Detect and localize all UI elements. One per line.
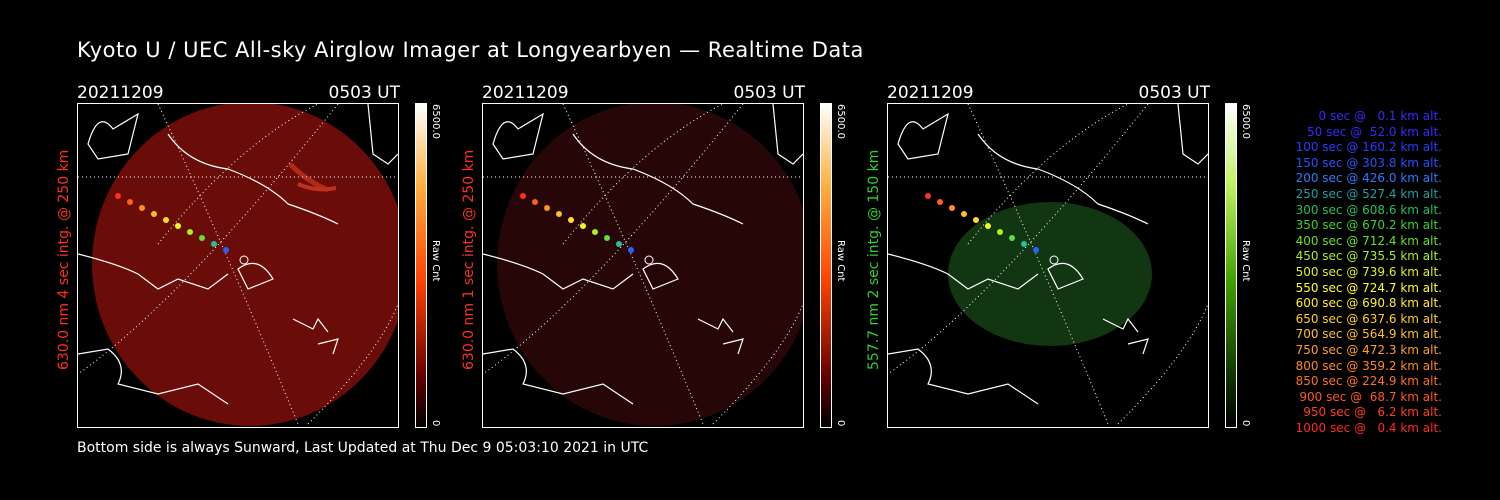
trajectory-point xyxy=(115,193,121,199)
legend-entry: 200 sec @ 426.0 km alt. xyxy=(1295,171,1442,186)
panel-2-time: 0503 UT xyxy=(733,83,806,103)
panel-1-colorbar-max: 6500.0 xyxy=(430,104,441,139)
legend-entry: 750 sec @ 472.3 km alt. xyxy=(1295,342,1442,357)
panel-1-time: 0503 UT xyxy=(328,83,401,103)
legend-entry: 100 sec @ 160.2 km alt. xyxy=(1295,140,1442,155)
trajectory-point xyxy=(1021,241,1027,247)
station-marker xyxy=(644,255,654,265)
panel-2-side-label: 630.0 nm 1 sec intg. @ 250 km xyxy=(461,149,477,370)
panel-3-date: 20211209 xyxy=(887,83,974,103)
panel-1-colorbar-min: 0 xyxy=(430,420,441,427)
legend-entry: 250 sec @ 527.4 km alt. xyxy=(1295,186,1442,201)
panel-2-image xyxy=(482,103,804,428)
panel-3-time: 0503 UT xyxy=(1138,83,1211,103)
trajectory-point xyxy=(985,223,991,229)
trajectory-point xyxy=(520,193,526,199)
panel-1-colorbar xyxy=(415,103,427,428)
legend-entry: 700 sec @ 564.9 km alt. xyxy=(1295,327,1442,342)
panel-1-image xyxy=(77,103,399,428)
panel-2-date: 20211209 xyxy=(482,83,569,103)
legend-entry: 900 sec @ 68.7 km alt. xyxy=(1299,389,1442,404)
legend-entry: 150 sec @ 303.8 km alt. xyxy=(1295,155,1442,170)
station-marker xyxy=(239,255,249,265)
trajectory-point xyxy=(997,229,1003,235)
legend-entry: 800 sec @ 359.2 km alt. xyxy=(1295,358,1442,373)
panel-3-image xyxy=(887,103,1209,428)
trajectory-point xyxy=(139,205,145,211)
legend-entry: 500 sec @ 739.6 km alt. xyxy=(1295,264,1442,279)
trajectory xyxy=(115,193,249,265)
trajectory-point xyxy=(616,241,622,247)
panel-3-side-label: 557.7 nm 2 sec intg. @ 150 km xyxy=(866,149,882,370)
panel-3-map xyxy=(888,104,1208,425)
trajectory-point xyxy=(175,223,181,229)
trajectory xyxy=(520,193,654,265)
trajectory-point xyxy=(925,193,931,199)
panel-3-colorbar xyxy=(1225,103,1237,428)
panel-2-colorbar-max: 6500.0 xyxy=(835,104,846,139)
panel-1-map xyxy=(78,104,398,426)
aurora-arc xyxy=(297,182,337,192)
trajectory-point xyxy=(937,199,943,205)
trajectory-point xyxy=(592,229,598,235)
panel-2-map xyxy=(483,104,803,426)
trajectory-point xyxy=(199,235,205,241)
altitude-legend: 0 sec @ 0.1 km alt. 50 sec @ 52.0 km alt.… xyxy=(1222,109,1442,436)
legend-entry: 600 sec @ 690.8 km alt. xyxy=(1295,296,1442,311)
legend-entry: 450 sec @ 735.5 km alt. xyxy=(1295,249,1442,264)
coastline xyxy=(483,104,803,405)
panel-1-colorbar-unit: Raw Cnt xyxy=(430,240,441,282)
trajectory-point xyxy=(187,229,193,235)
coastline xyxy=(78,104,398,405)
trajectory-point xyxy=(556,211,562,217)
trajectory-point xyxy=(1033,247,1039,253)
trajectory-point xyxy=(628,247,634,253)
trajectory-point xyxy=(961,211,967,217)
legend-entry: 650 sec @ 637.6 km alt. xyxy=(1295,311,1442,326)
panel-1-date: 20211209 xyxy=(77,83,164,103)
trajectory-point xyxy=(223,247,229,253)
trajectory-point xyxy=(532,199,538,205)
trajectory-point xyxy=(544,205,550,211)
legend-entry: 950 sec @ 6.2 km alt. xyxy=(1303,405,1442,420)
legend-entry: 1000 sec @ 0.4 km alt. xyxy=(1295,420,1442,435)
panel-2-colorbar xyxy=(820,103,832,428)
panel-2-colorbar-min: 0 xyxy=(835,420,846,427)
trajectory xyxy=(925,193,1059,265)
legend-entry: 550 sec @ 724.7 km alt. xyxy=(1295,280,1442,295)
legend-entry: 0 sec @ 0.1 km alt. xyxy=(1318,109,1443,123)
page-title: Kyoto U / UEC All-sky Airglow Imager at … xyxy=(77,38,864,62)
footer-note: Bottom side is always Sunward, Last Upda… xyxy=(77,440,649,456)
trajectory-point xyxy=(604,235,610,241)
trajectory-point xyxy=(568,217,574,223)
station-marker xyxy=(1049,255,1059,265)
trajectory-point xyxy=(973,217,979,223)
legend-entry: 400 sec @ 712.4 km alt. xyxy=(1295,233,1442,248)
trajectory-point xyxy=(949,205,955,211)
panel-2-colorbar-unit: Raw Cnt xyxy=(835,240,846,282)
trajectory-point xyxy=(211,241,217,247)
legend-entry: 300 sec @ 608.6 km alt. xyxy=(1295,202,1442,217)
coastline xyxy=(888,104,1208,405)
trajectory-point xyxy=(127,199,133,205)
trajectory-point xyxy=(580,223,586,229)
legend-entry: 850 sec @ 224.9 km alt. xyxy=(1295,374,1442,389)
trajectory-point xyxy=(1009,235,1015,241)
legend-entry: 50 sec @ 52.0 km alt. xyxy=(1307,124,1442,139)
trajectory-point xyxy=(151,211,157,217)
panel-1-side-label: 630.0 nm 4 sec intg. @ 250 km xyxy=(56,149,72,370)
legend-entry: 350 sec @ 670.2 km alt. xyxy=(1295,218,1442,233)
trajectory-point xyxy=(163,217,169,223)
